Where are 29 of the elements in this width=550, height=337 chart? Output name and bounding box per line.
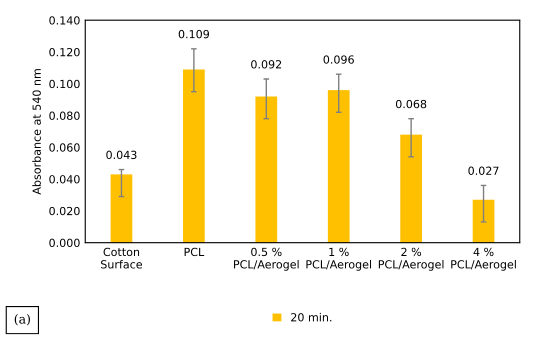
data-label: 0.092 [251,60,282,69]
data-label: 0.109 [178,30,209,38]
y-tick-label: 0.020 [49,206,80,216]
data-label: 0.068 [396,100,426,108]
y-tick-label: 0.100 [49,80,80,88]
y-tick-label: 0.060 [49,143,80,152]
bar [472,200,494,243]
x-tick-label: PCL [184,248,204,256]
bar [255,96,278,243]
data-label: 0.043 [106,150,136,160]
x-tick-label: 4 % PCL/Aerogel [451,248,516,271]
legend-label: 20 min. [291,312,332,322]
y-tick-label: 0.140 [49,16,80,25]
bar [328,90,350,243]
y-tick-label: 0.080 [49,112,80,120]
data-label: 0.027 [468,166,498,175]
x-tick-label: 1 % PCL/Aerogel [306,248,372,271]
x-tick-label: Cotton Surface [101,248,142,269]
y-axis-title: Absorbance at 540 nm [32,69,41,195]
x-tick-label: 0.5 % PCL/Aerogel [234,248,299,271]
bar [183,69,205,243]
bar [110,174,132,243]
bar [400,134,422,243]
data-label: 0.096 [324,55,354,64]
y-tick-label: 0.000 [49,238,80,248]
y-tick-label: 0.120 [49,48,80,56]
x-tick-label: 2 % PCL/Aerogel [378,248,444,271]
y-tick-label: 0.040 [49,175,80,184]
text: (a) [14,314,30,326]
